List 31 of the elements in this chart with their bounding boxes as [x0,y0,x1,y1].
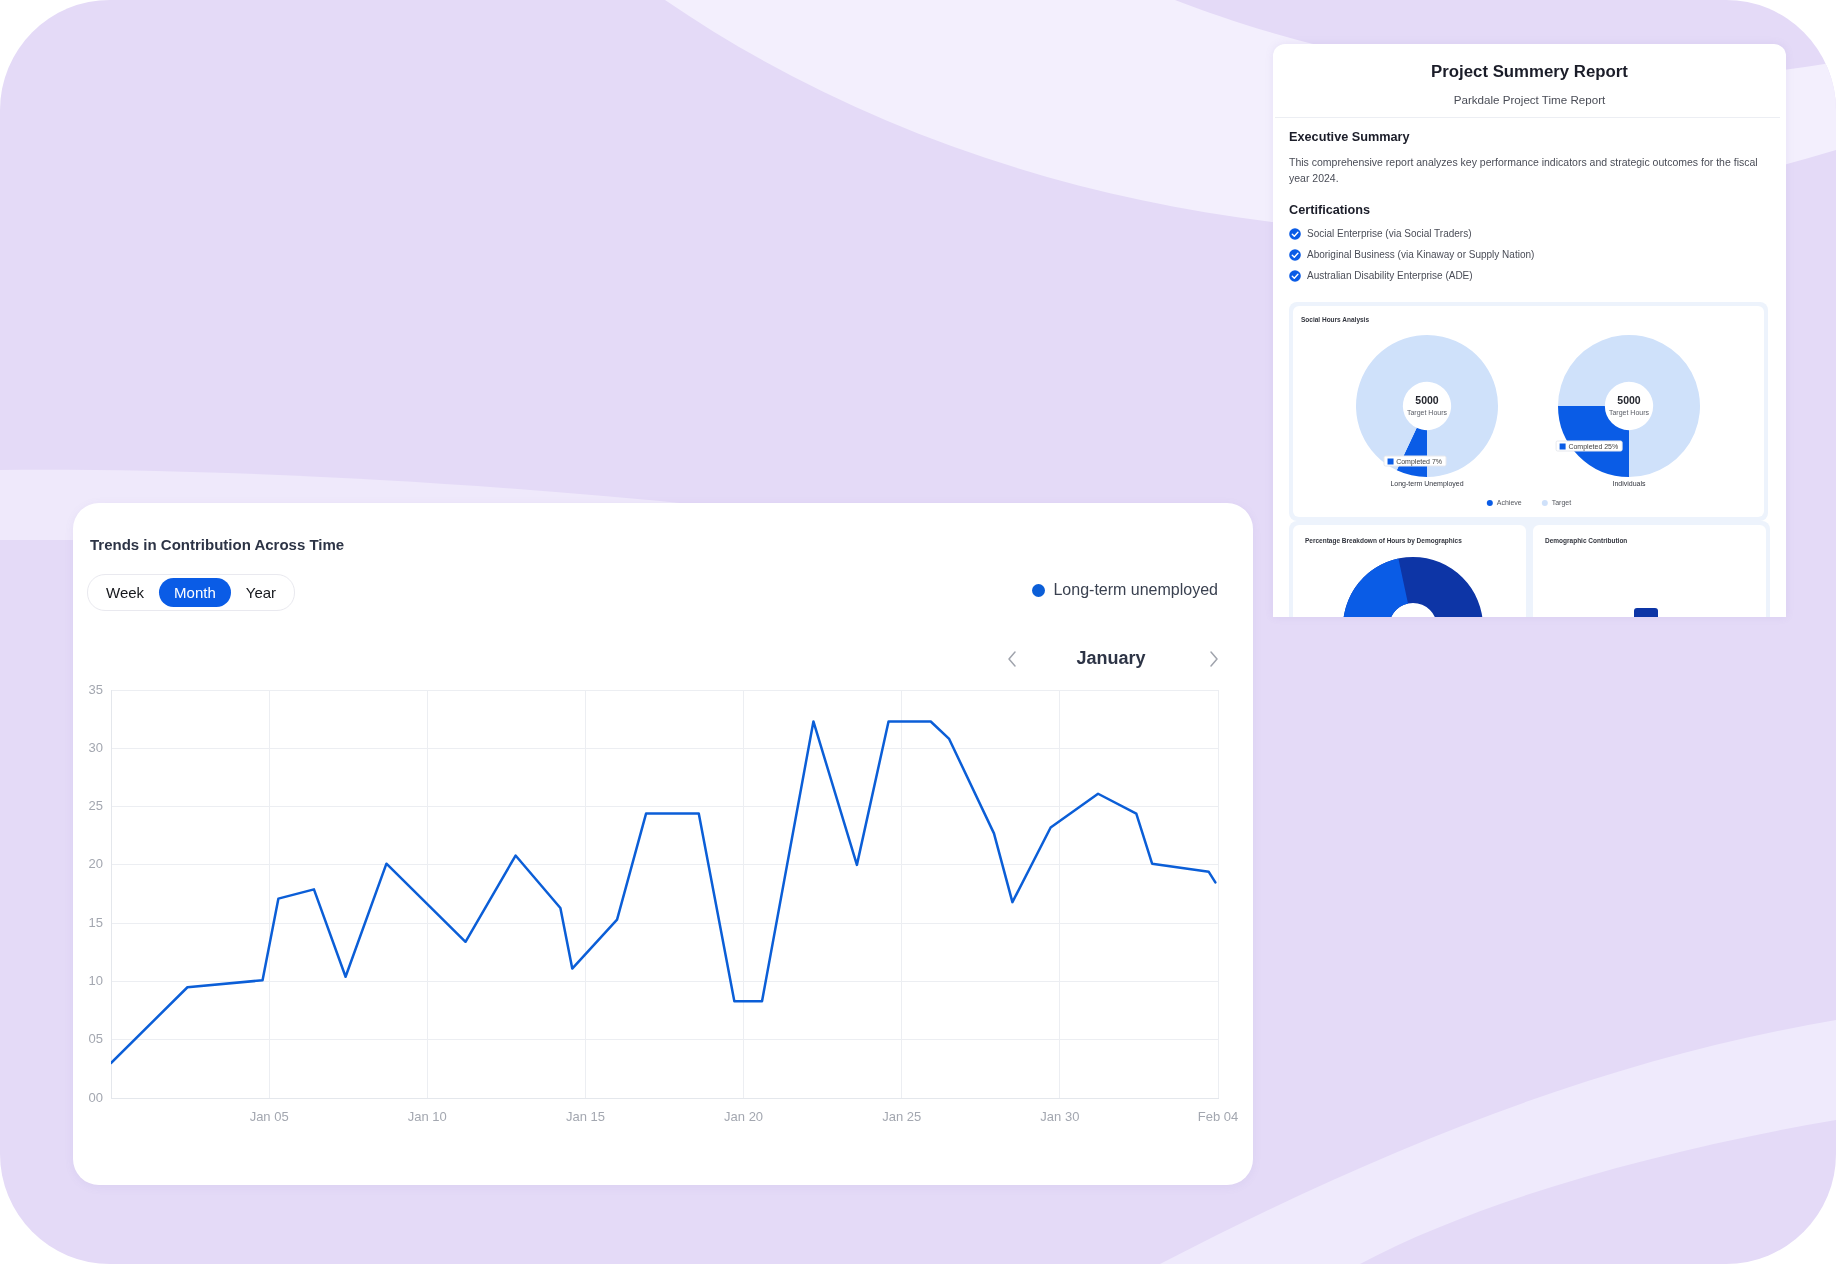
y-tick-label: 05 [88,1031,103,1047]
period-button[interactable]: Month [159,578,231,607]
x-tick-label: Jan 30 [1040,1109,1080,1125]
text: Executive Summary [1289,130,1410,144]
text: Project Summery Report [1430,62,1629,82]
y-tick-label: 10 [88,973,103,989]
text: Social Enterprise (via Social Traders) [1307,228,1472,240]
period-button[interactable]: Week [91,578,160,607]
text: Certifications [1289,203,1371,217]
legend-label: Long-term unemployed [1053,581,1218,599]
x-tick-label: Jan 20 [724,1109,764,1125]
y-tick-label: 20 [88,856,103,872]
x-tick-label: Feb 04 [1197,1109,1239,1125]
y-tick-label: 35 [88,681,103,697]
x-tick-label: Jan 10 [407,1109,447,1125]
x-tick-label: Jan 15 [565,1109,605,1125]
y-tick-label: 25 [88,798,103,814]
chart-subtitle: January [1075,648,1147,669]
y-tick-label: 15 [88,914,103,930]
x-tick-label: Jan 05 [249,1109,289,1125]
y-tick-label: 30 [88,739,103,755]
text: Parkdale Project Time Report [1452,93,1607,106]
chart-title: Trends in Contribution Across Time [90,536,345,553]
text: Aboriginal Business (via Kinaway or Supply Nation) [1307,249,1535,261]
text: 5000 [1616,394,1642,406]
y-tick-label: 00 [88,1089,103,1105]
text: 5000 [1414,394,1440,406]
period-button[interactable]: Year [230,578,292,607]
text: This comprehensive report analyzes key performance indicators and strategic outcomes for the fiscal year 2024. [1289,155,1759,186]
x-tick-label: Jan 25 [882,1109,922,1125]
text: Australian Disability Enterprise (ADE) [1307,270,1473,282]
